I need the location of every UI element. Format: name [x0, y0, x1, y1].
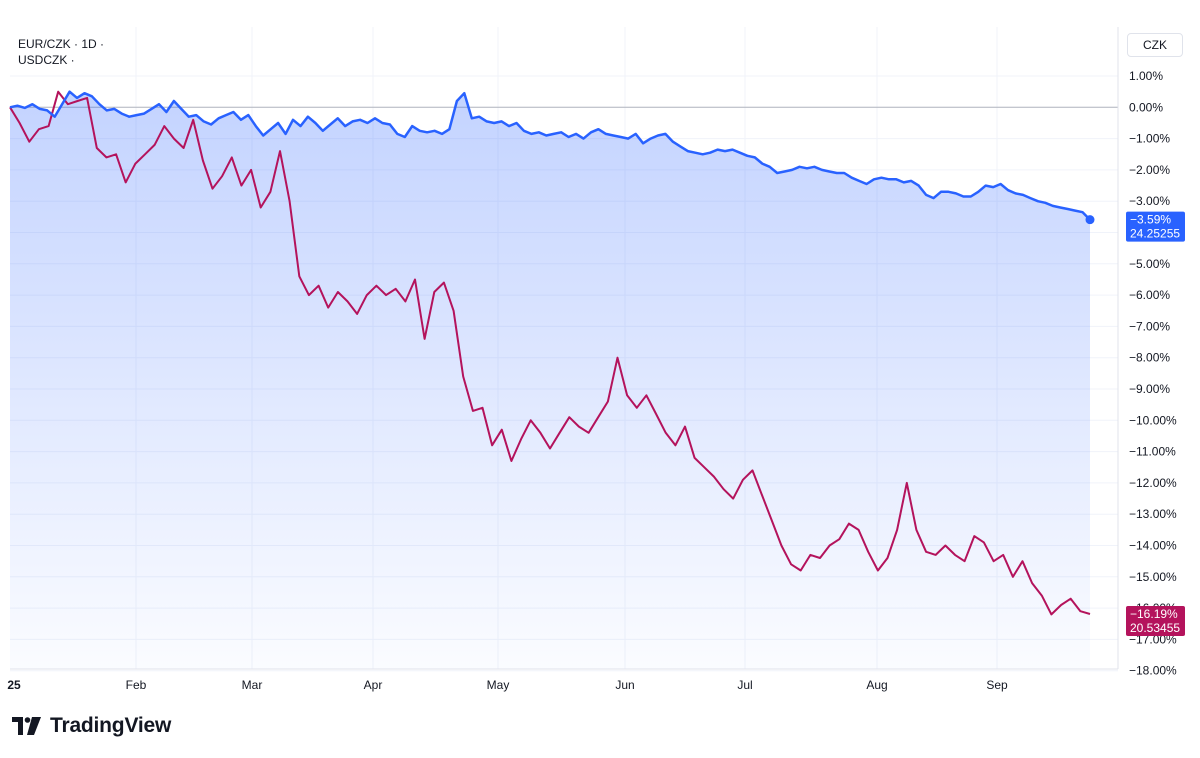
brand-name: TradingView	[50, 714, 172, 737]
chart-legend: EUR/CZK · 1D · USDCZK ·	[18, 36, 104, 68]
usdczk-last-percent: −16.19%	[1130, 607, 1178, 621]
usdczk-badge	[1126, 606, 1185, 637]
y-tick-label: −14.00%	[1129, 539, 1177, 553]
y-tick-label: −1.00%	[1129, 132, 1170, 146]
y-tick-label: −11.00%	[1129, 445, 1176, 459]
x-tick-label: Jul	[737, 678, 752, 692]
x-axis: 25 Feb Mar Apr May Jun Jul Aug Sep	[7, 678, 1008, 692]
x-tick-label: Apr	[364, 678, 383, 692]
y-tick-label: −2.00%	[1129, 163, 1170, 177]
eurczk-last-percent: −3.59%	[1130, 213, 1171, 227]
x-tick-label: Aug	[866, 678, 887, 692]
currency-button[interactable]: CZK	[1127, 33, 1183, 57]
x-tick-label: Feb	[126, 678, 147, 692]
y-tick-label: −9.00%	[1129, 382, 1170, 396]
y-tick-label: −15.00%	[1129, 570, 1177, 584]
eurczk-series-line	[9, 90, 1091, 221]
x-tick-label: Sep	[986, 678, 1008, 692]
y-tick-label: −6.00%	[1129, 288, 1170, 302]
y-tick-label: −7.00%	[1129, 319, 1170, 333]
eurczk-last-price: 24.25255	[1130, 227, 1180, 241]
legend-eurczk[interactable]: EUR/CZK · 1D ·	[18, 37, 105, 51]
y-tick-label: −10.00%	[1129, 413, 1177, 427]
tradingview-logo[interactable]: TradingView	[12, 714, 171, 738]
y-tick-label: −18.00%	[1129, 664, 1177, 678]
x-tick-label: May	[487, 678, 510, 692]
last-value-badges: −3.59%24.25255 −16.19%20.53455	[1126, 211, 1185, 637]
y-tick-label: −8.00%	[1129, 351, 1170, 365]
x-tick-label: Mar	[242, 678, 263, 692]
tradingview-logo-icon	[12, 717, 41, 735]
y-axis: 1.00%0.00%−1.00%−2.00%−3.00%−4.00%−5.00%…	[1129, 69, 1177, 678]
eurczk-last-point	[1085, 215, 1095, 225]
usdczk-last-price: 20.53455	[1130, 621, 1180, 635]
y-tick-label: −12.00%	[1129, 476, 1177, 490]
y-tick-label: −5.00%	[1129, 257, 1170, 271]
usdczk-series-line	[9, 90, 1091, 616]
y-tick-label: −13.00%	[1129, 507, 1177, 521]
eur-area-fill	[10, 91, 1090, 669]
y-tick-label: 1.00%	[1129, 69, 1163, 83]
x-tick-label: 25	[7, 678, 21, 692]
x-tick-label: Jun	[615, 678, 634, 692]
y-tick-label: −3.00%	[1129, 194, 1170, 208]
eurczk-badge	[1126, 211, 1185, 242]
legend-usdczk[interactable]: USDCZK ·	[18, 53, 75, 67]
y-tick-label: 0.00%	[1129, 100, 1163, 114]
